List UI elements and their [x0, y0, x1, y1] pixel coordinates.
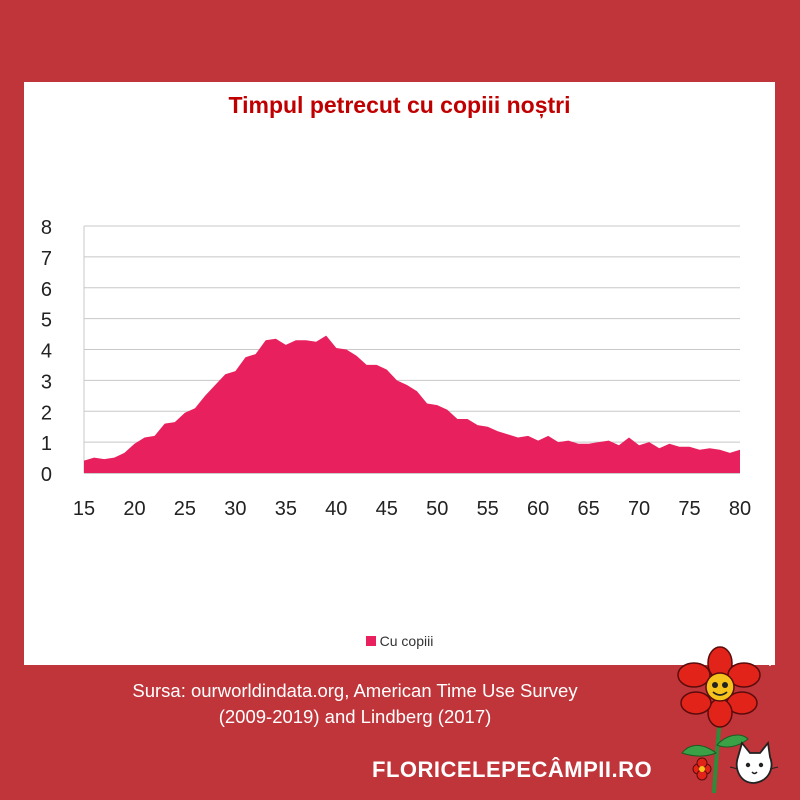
legend: Cu copiii [24, 633, 775, 649]
flower-cat-mascot-icon [674, 646, 779, 794]
y-tick-label-2: 2 [41, 402, 52, 424]
y-tick-label-0: 0 [41, 464, 52, 486]
y-tick-label-1: 1 [41, 433, 52, 455]
x-tick-label-35: 35 [275, 498, 297, 520]
chart-title: Timpul petrecut cu copiii noștri [228, 92, 571, 118]
x-tick-label-15: 15 [73, 498, 95, 520]
brand-wordmark: FLORICELEPECÂMPII.RO [372, 757, 653, 782]
source-line-1: Sursa: ourworldindata.org, American Time… [132, 680, 578, 701]
x-tick-label-55: 55 [477, 498, 499, 520]
y-tick-label-7: 7 [41, 248, 52, 270]
x-tick-label-60: 60 [527, 498, 549, 520]
y-tick-label-6: 6 [41, 279, 52, 301]
x-tick-label-80: 80 [729, 498, 751, 520]
x-tick-label-70: 70 [628, 498, 650, 520]
source-line-2: (2009-2019) and Lindberg (2017) [218, 706, 492, 727]
x-tick-label-65: 65 [577, 498, 599, 520]
x-tick-label-20: 20 [123, 498, 145, 520]
y-tick-label-8: 8 [41, 217, 52, 239]
x-tick-label-50: 50 [426, 498, 448, 520]
legend-label: Cu copiii [379, 633, 434, 649]
x-tick-label-75: 75 [678, 498, 700, 520]
x-tick-label-30: 30 [224, 498, 246, 520]
source-note: Sursa: ourworldindata.org, American Time… [60, 678, 650, 730]
y-tick-label-3: 3 [41, 371, 52, 393]
x-tick-label-25: 25 [174, 498, 196, 520]
legend-swatch [365, 636, 376, 646]
x-tick-label-40: 40 [325, 498, 347, 520]
y-tick-label-5: 5 [41, 310, 52, 332]
x-tick-label-45: 45 [376, 498, 398, 520]
area-series-0 [84, 335, 740, 473]
y-tick-label-4: 4 [41, 341, 52, 363]
